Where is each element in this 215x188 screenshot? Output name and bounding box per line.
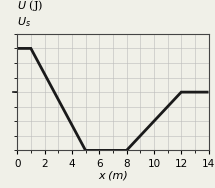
Text: $U_s$: $U_s$: [17, 15, 31, 29]
Text: $U$ (J): $U$ (J): [17, 0, 43, 13]
X-axis label: x (m): x (m): [98, 171, 128, 181]
